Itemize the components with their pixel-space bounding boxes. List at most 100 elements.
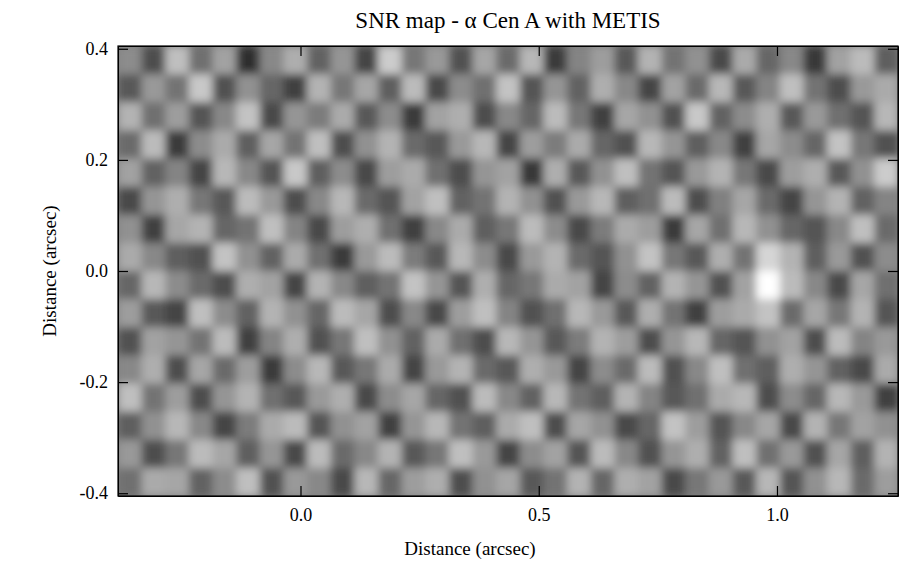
heatmap-cell (260, 243, 284, 272)
heatmap-cell (449, 412, 473, 441)
heatmap-cell (473, 243, 497, 272)
heatmap-cell (473, 355, 497, 384)
heatmap-cell (733, 384, 757, 413)
heatmap-cell (591, 355, 615, 384)
heatmap-cell (567, 74, 591, 103)
heatmap-cell (449, 468, 473, 496)
heatmap-cell (165, 468, 189, 496)
heatmap-cell (756, 355, 780, 384)
heatmap-cell (662, 412, 686, 441)
heatmap-cell (709, 468, 733, 496)
heatmap-cell (402, 74, 426, 103)
heatmap-cell (709, 384, 733, 413)
heatmap-cell (756, 74, 780, 103)
heatmap-cell (425, 102, 449, 131)
heatmap-cell (449, 102, 473, 131)
heatmap-cell (638, 440, 662, 469)
heatmap-cell (520, 130, 544, 159)
heatmap-cell (354, 102, 378, 131)
heatmap-cell (543, 327, 567, 356)
heatmap-cell (851, 355, 875, 384)
heatmap-cell (402, 243, 426, 272)
heatmap-cell (591, 299, 615, 328)
heatmap-cell (236, 159, 260, 188)
x-axis: 0.00.51.0 (119, 486, 899, 525)
heatmap-cell (827, 355, 851, 384)
heatmap-cell (425, 271, 449, 300)
heatmap-cell (851, 412, 875, 441)
heatmap-cell (354, 355, 378, 384)
heatmap-cell (756, 187, 780, 216)
heatmap-cell (614, 440, 638, 469)
heatmap-cell (425, 130, 449, 159)
heatmap-cell (851, 74, 875, 103)
heatmap-cell (780, 468, 804, 496)
heatmap-cell (638, 215, 662, 244)
heatmap-cell (213, 440, 237, 469)
heatmap-cell (614, 102, 638, 131)
heatmap-cell (402, 215, 426, 244)
heatmap-cell (756, 299, 780, 328)
heatmap-cell (496, 130, 520, 159)
heatmap-cell (260, 440, 284, 469)
heatmap-cell (733, 271, 757, 300)
heatmap-cell (733, 74, 757, 103)
heatmap-cell (685, 159, 709, 188)
tick-mark (539, 486, 540, 496)
heatmap-cell (331, 355, 355, 384)
heatmap-cell (827, 74, 851, 103)
heatmap-cell (236, 384, 260, 413)
heatmap-cell (378, 159, 402, 188)
heatmap-cell (213, 327, 237, 356)
heatmap-cell (591, 46, 615, 75)
heatmap-cell (189, 74, 213, 103)
heatmap-cell (189, 130, 213, 159)
heatmap-cell (638, 468, 662, 496)
heatmap-cell (354, 159, 378, 188)
heatmap-cell (756, 102, 780, 131)
heatmap-cell (142, 130, 166, 159)
heatmap-cell (874, 130, 898, 159)
heatmap-cell (543, 355, 567, 384)
heatmap-cell (283, 159, 307, 188)
heatmap-cell (496, 74, 520, 103)
tick-mark (888, 493, 898, 494)
heatmap-cell (851, 187, 875, 216)
heatmap-cell (638, 74, 662, 103)
heatmap-cell (283, 46, 307, 75)
heatmap-cell (851, 159, 875, 188)
heatmap-cell (803, 159, 827, 188)
heatmap-cell (496, 215, 520, 244)
heatmap-cell (378, 215, 402, 244)
heatmap-cell (614, 271, 638, 300)
heatmap-cell (543, 412, 567, 441)
heatmap-cell (874, 440, 898, 469)
heatmap-cell (307, 243, 331, 272)
axis-line (898, 47, 899, 497)
heatmap-cell (378, 74, 402, 103)
heatmap-cell (118, 440, 142, 469)
tick: 0.0 (290, 486, 313, 525)
heatmap-cell (756, 384, 780, 413)
heatmap-cell (473, 440, 497, 469)
heatmap-cell (520, 187, 544, 216)
heatmap-cell (449, 130, 473, 159)
heatmap-cell (354, 74, 378, 103)
heatmap-cell (213, 130, 237, 159)
heatmap-cell (331, 187, 355, 216)
heatmap-cell (874, 384, 898, 413)
heatmap-cell (402, 468, 426, 496)
heatmap-cell (614, 215, 638, 244)
tick-mark (539, 46, 540, 56)
heatmap-cell (425, 159, 449, 188)
tick (888, 49, 898, 50)
heatmap-cell (520, 327, 544, 356)
heatmap-cell (354, 468, 378, 496)
heatmap-cell (874, 243, 898, 272)
heatmap-cell (780, 412, 804, 441)
heatmap-cell (118, 187, 142, 216)
heatmap-cell (685, 102, 709, 131)
heatmap-cell (307, 159, 331, 188)
heatmap-cell (189, 412, 213, 441)
heatmap-cell (567, 215, 591, 244)
